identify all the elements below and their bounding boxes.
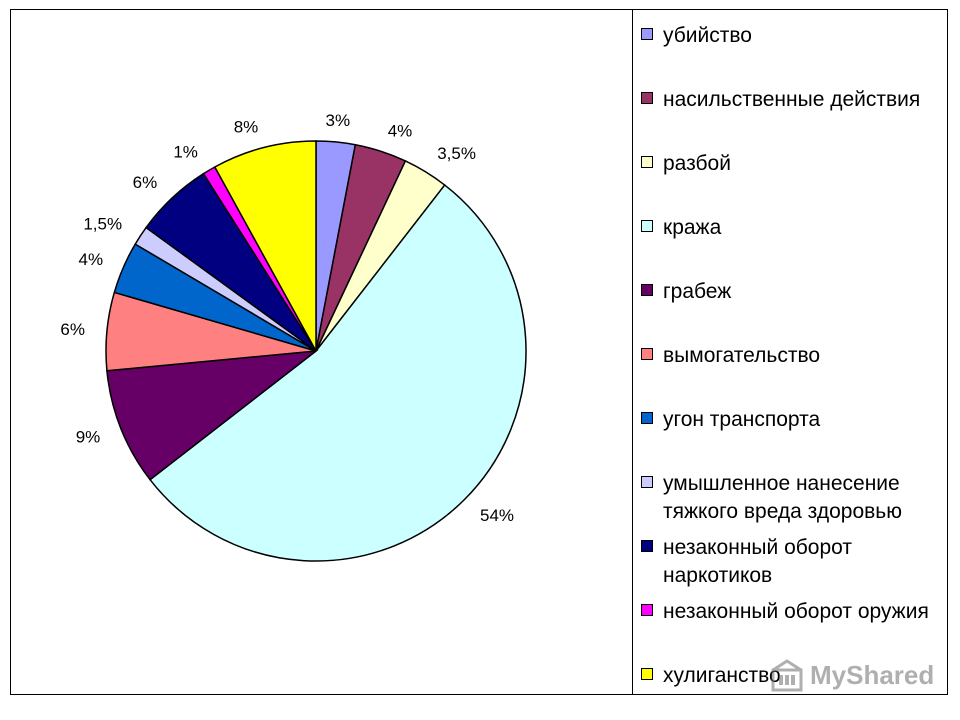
- slice-label: 1,5%: [83, 215, 122, 234]
- slice-label: 1%: [173, 142, 198, 161]
- slice-label: 6%: [60, 320, 85, 339]
- legend-swatch: [641, 220, 653, 232]
- building-icon: [771, 659, 803, 692]
- slice-label: 3%: [326, 111, 351, 130]
- watermark-text: MyShared: [810, 659, 935, 690]
- legend-swatch: [641, 28, 653, 40]
- pie-slice: [149, 184, 527, 562]
- pie-slice: [213, 140, 317, 352]
- legend-label: незаконный оборот оружия: [663, 600, 929, 623]
- slice-label: 54%: [480, 506, 514, 525]
- legend-item: вымогательство: [641, 342, 943, 370]
- legend-label: умышленное нанесение тяжкого вреда здоро…: [663, 472, 902, 523]
- legend-swatch: [641, 92, 653, 104]
- legend-swatch: [641, 412, 653, 424]
- legend-swatch: [641, 476, 653, 488]
- legend-label: грабеж: [663, 280, 732, 303]
- slice-label: 9%: [76, 427, 101, 446]
- legend-label: разбой: [663, 152, 731, 175]
- legend-label: убийство: [663, 24, 752, 47]
- legend-swatch: [641, 348, 653, 360]
- legend-swatch: [641, 540, 653, 552]
- slice-label: 4%: [388, 121, 413, 140]
- legend-swatch: [641, 604, 653, 616]
- slice-label: 6%: [133, 173, 158, 192]
- legend-label: незаконный оборот наркотиков: [663, 536, 852, 587]
- slice-label: 8%: [234, 117, 259, 136]
- watermark: MyShared: [770, 658, 934, 692]
- legend-label: хулиганство: [663, 664, 781, 687]
- legend: убийство насильственные действия разбой кра…: [632, 9, 948, 695]
- slice-label: 3,5%: [437, 144, 476, 163]
- legend-item: незаконный оборот оружия: [641, 598, 943, 626]
- legend-item: кража: [641, 214, 943, 242]
- pie-slice: [106, 350, 319, 481]
- slice-label: 4%: [79, 250, 104, 269]
- legend-item: хулиганство: [641, 662, 943, 690]
- legend-item: угон транспорта: [641, 406, 943, 434]
- legend-swatch: [641, 156, 653, 168]
- legend-item: грабеж: [641, 278, 943, 306]
- legend-label: вымогательство: [663, 344, 821, 367]
- legend-label: кража: [663, 216, 722, 239]
- legend-label: насильственные действия: [663, 88, 921, 111]
- pie-chart: 3% 4% 3,5% 54% 9% 6% 4% 1,5% 6% 1% 8%: [60, 111, 527, 562]
- legend-swatch: [641, 284, 653, 296]
- legend-label: угон транспорта: [663, 408, 821, 431]
- legend-swatch: [641, 668, 653, 680]
- legend-item: насильственные действия: [641, 86, 943, 114]
- legend-item: незаконный оборот наркотиков: [641, 534, 943, 590]
- legend-item: убийство: [641, 22, 943, 50]
- legend-item: умышленное нанесение тяжкого вреда здоро…: [641, 470, 943, 526]
- legend-item: разбой: [641, 150, 943, 178]
